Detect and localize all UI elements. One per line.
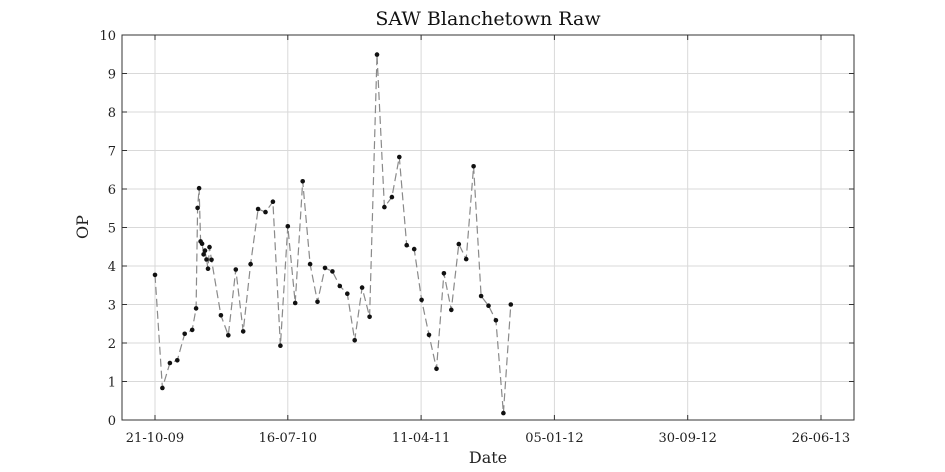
y-tick-label: 4 [108, 260, 116, 275]
y-tick-label: 7 [108, 145, 116, 160]
series-layer [152, 52, 514, 416]
data-point [374, 52, 380, 57]
data-point [285, 224, 291, 229]
data-point [300, 179, 306, 184]
y-tick-label: 8 [108, 106, 116, 121]
data-point [152, 272, 158, 278]
x-axis-label: Date [469, 448, 507, 467]
y-tick-label: 9 [108, 68, 116, 83]
data-point [389, 194, 395, 200]
data-point [270, 199, 276, 204]
data-point [209, 257, 214, 263]
data-point [160, 385, 165, 391]
data-point [240, 329, 246, 334]
data-point [202, 248, 208, 253]
data-point [175, 358, 180, 363]
ticks-layer: 0 1 2 3 4 5 6 7 8 9 10 21-10-09 16-07-10 11-04-11 05-0… [99, 29, 854, 446]
x-tick-label: 11-04-11 [392, 431, 450, 446]
data-point [426, 332, 432, 338]
x-tick-label: 21-10-09 [126, 431, 184, 446]
x-tick-label: 05-01-12 [525, 431, 583, 446]
data-point [478, 293, 484, 299]
data-point [337, 283, 343, 289]
data-point [233, 267, 239, 272]
data-point [307, 261, 313, 267]
y-tick-label: 10 [99, 29, 116, 44]
y-tick-label: 0 [108, 414, 116, 429]
data-point [196, 185, 202, 191]
data-point [382, 204, 387, 210]
data-point [441, 271, 447, 276]
series-line [154, 54, 512, 414]
data-point [278, 343, 283, 349]
y-tick-label: 6 [108, 183, 116, 198]
data-point [226, 333, 231, 338]
data-point [255, 206, 261, 212]
data-point [486, 303, 491, 309]
y-tick-label: 5 [108, 222, 116, 237]
data-point [207, 244, 212, 250]
data-point [411, 246, 417, 252]
data-point [199, 241, 205, 246]
y-axis-label: OP [73, 215, 92, 239]
data-point [359, 285, 365, 290]
data-point [182, 331, 187, 337]
data-point [330, 269, 335, 274]
data-point [248, 261, 253, 267]
x-tick-label: 30-09-12 [658, 431, 716, 446]
y-tick-label: 2 [108, 337, 116, 352]
data-point [195, 205, 200, 211]
data-point [263, 209, 268, 215]
data-point [201, 252, 206, 257]
data-point [322, 265, 328, 271]
data-point [315, 299, 320, 305]
data-point [397, 154, 402, 160]
data-point [218, 313, 224, 318]
data-point [193, 306, 199, 311]
data-point [419, 297, 424, 303]
data-point [345, 291, 350, 297]
data-point [493, 318, 499, 323]
data-point [471, 164, 476, 169]
y-tick-label: 1 [108, 376, 116, 391]
data-point [449, 307, 454, 313]
data-point [352, 338, 358, 343]
grid-layer [122, 34, 854, 421]
data-point [167, 360, 173, 366]
data-point [205, 266, 211, 272]
data-point [463, 256, 469, 262]
y-tick-label: 3 [108, 299, 116, 314]
data-point [292, 300, 298, 306]
x-tick-label: 26-06-13 [792, 431, 850, 446]
data-point [404, 242, 410, 248]
data-point [189, 327, 195, 333]
data-point [508, 302, 514, 307]
x-tick-label: 16-07-10 [259, 431, 317, 446]
data-point [456, 241, 462, 247]
chart-title: SAW Blanchetown Raw [375, 8, 601, 30]
data-point [501, 410, 506, 416]
data-point [434, 366, 439, 372]
data-point [204, 257, 209, 262]
data-point [367, 314, 372, 320]
